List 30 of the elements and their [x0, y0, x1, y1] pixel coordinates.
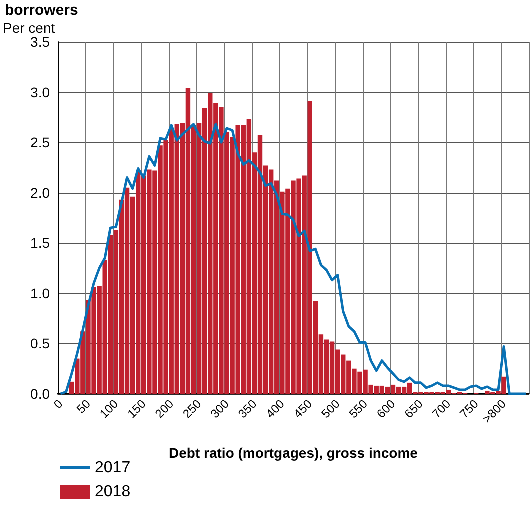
x-tick-label: 650: [402, 396, 426, 422]
x-tick-label: 300: [208, 396, 232, 422]
x-tick-label: 150: [124, 396, 150, 422]
legend-label: 2017: [95, 460, 131, 476]
line-series: [60, 123, 528, 396]
x-tick-label: 50: [74, 396, 94, 416]
x-tick-label: 450: [291, 396, 316, 422]
y-tick-label: 0.0: [30, 386, 50, 402]
x-tick-label: 500: [318, 396, 344, 422]
y-tick-label: 1.5: [30, 235, 50, 252]
x-axis-title: Debt ratio (mortgages), gross income: [169, 445, 418, 461]
x-tick-label: 750: [457, 396, 482, 422]
x-tick-label: 550: [346, 396, 371, 422]
y-tick-label: 3.5: [30, 34, 50, 50]
y-tick-label: 2.0: [30, 184, 50, 201]
x-tick-label: 100: [97, 396, 122, 422]
x-tick-label: 700: [430, 396, 454, 422]
x-tick-label: 250: [180, 396, 204, 422]
x-tick-label: 600: [374, 396, 398, 422]
y-tick-label: 2.5: [30, 134, 50, 151]
y-axis-title: Per cent: [3, 20, 56, 36]
y-tick-label: 1.0: [30, 285, 50, 302]
x-tick-label: 350: [236, 396, 260, 422]
x-tick-label: 200: [152, 396, 177, 422]
x-tick-label: 400: [263, 396, 288, 422]
y-tick-label: 0.5: [30, 336, 50, 352]
legend-label: 2018: [95, 484, 131, 500]
x-tick-label: 0: [51, 396, 66, 412]
chart-title: borrowers: [5, 2, 78, 19]
y-tick-label: 3.0: [30, 84, 50, 100]
